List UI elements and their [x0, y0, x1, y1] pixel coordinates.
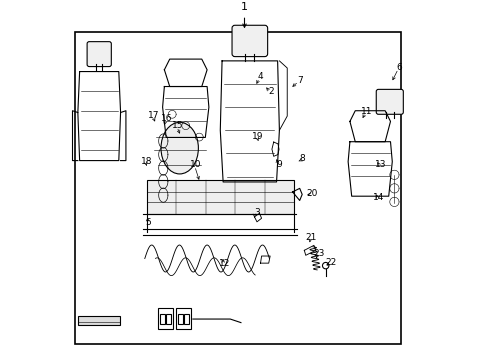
Bar: [158, 308, 173, 329]
Text: 20: 20: [306, 189, 317, 198]
Bar: [177, 314, 182, 324]
Text: 3: 3: [254, 208, 259, 217]
Text: 11: 11: [360, 107, 372, 116]
Bar: [75, 32, 400, 344]
Ellipse shape: [161, 122, 198, 174]
Text: 22: 22: [325, 257, 336, 266]
Bar: [183, 314, 188, 324]
Bar: [78, 316, 120, 325]
Text: 16: 16: [161, 114, 172, 123]
Text: 18: 18: [141, 157, 152, 166]
Text: 21: 21: [305, 233, 317, 242]
Text: 2: 2: [268, 87, 273, 96]
Text: 12: 12: [218, 259, 229, 268]
Text: 7: 7: [296, 76, 302, 85]
Bar: [176, 308, 191, 329]
Bar: [146, 180, 294, 214]
Text: 6: 6: [396, 63, 402, 72]
Text: 4: 4: [257, 72, 263, 81]
Bar: [166, 314, 171, 324]
FancyBboxPatch shape: [375, 89, 403, 114]
Text: 19: 19: [252, 132, 263, 141]
Text: 13: 13: [374, 160, 386, 169]
Text: 5: 5: [145, 219, 151, 228]
Text: 14: 14: [373, 193, 384, 202]
Text: 10: 10: [189, 160, 201, 169]
Text: 17: 17: [148, 111, 159, 120]
FancyBboxPatch shape: [87, 42, 111, 67]
FancyBboxPatch shape: [232, 25, 267, 57]
Text: 9: 9: [276, 160, 282, 169]
Text: 8: 8: [299, 154, 305, 163]
Text: 23: 23: [312, 249, 324, 258]
Text: 15: 15: [171, 121, 183, 130]
Bar: [160, 314, 164, 324]
Text: 1: 1: [241, 2, 247, 12]
